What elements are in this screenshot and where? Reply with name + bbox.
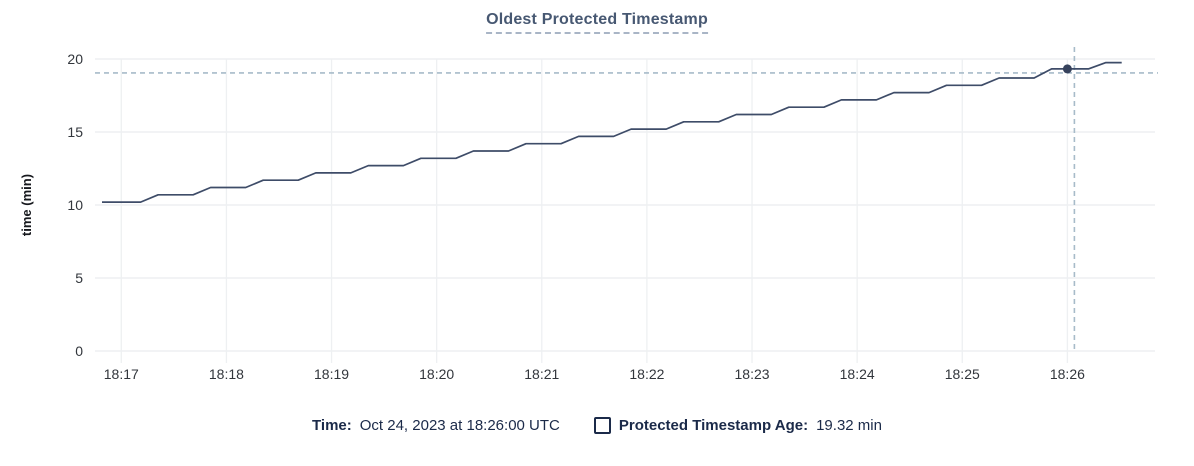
chart-title[interactable]: Oldest Protected Timestamp <box>486 11 708 34</box>
legend-series-value: 19.32 min <box>816 417 882 434</box>
x-tick-label: 18:17 <box>104 366 139 382</box>
legend-series-group: Protected Timestamp Age: 19.32 min <box>593 417 882 434</box>
series-line <box>102 61 1122 203</box>
chart-legend: Time: Oct 24, 2023 at 18:26:00 UTC Prote… <box>0 417 1194 434</box>
hover-point <box>1062 64 1072 74</box>
legend-series-label[interactable]: Protected Timestamp Age: <box>618 417 809 434</box>
x-tick-label: 18:22 <box>629 366 664 382</box>
x-tick-label: 18:26 <box>1050 366 1085 382</box>
y-axis-title: time (min) <box>19 174 34 236</box>
legend-time-label: Time: <box>312 417 352 434</box>
line-chart-plot-area[interactable]: 0 5 10 15 20 18:17 18:18 18:19 18:20 18:21 18:22 18… <box>0 0 1194 405</box>
y-tick-label: 5 <box>75 270 83 286</box>
y-tick-label: 10 <box>67 197 83 213</box>
y-tick-label: 20 <box>67 51 83 67</box>
series-toggle-checkbox[interactable] <box>593 417 611 434</box>
x-tick-label: 18:23 <box>735 366 770 382</box>
x-tick-label: 18:19 <box>314 366 349 382</box>
y-tick-label: 0 <box>75 343 83 359</box>
x-tick-label: 18:25 <box>945 366 980 382</box>
y-tick-label: 15 <box>67 124 83 140</box>
x-tick-label: 18:18 <box>209 366 244 382</box>
x-tick-label: 18:20 <box>419 366 454 382</box>
x-tick-label: 18:21 <box>524 366 559 382</box>
legend-time-value: Oct 24, 2023 at 18:26:00 UTC <box>359 417 560 434</box>
x-tick-label: 18:24 <box>840 366 875 382</box>
legend-time-group: Time: Oct 24, 2023 at 18:26:00 UTC <box>312 417 560 434</box>
